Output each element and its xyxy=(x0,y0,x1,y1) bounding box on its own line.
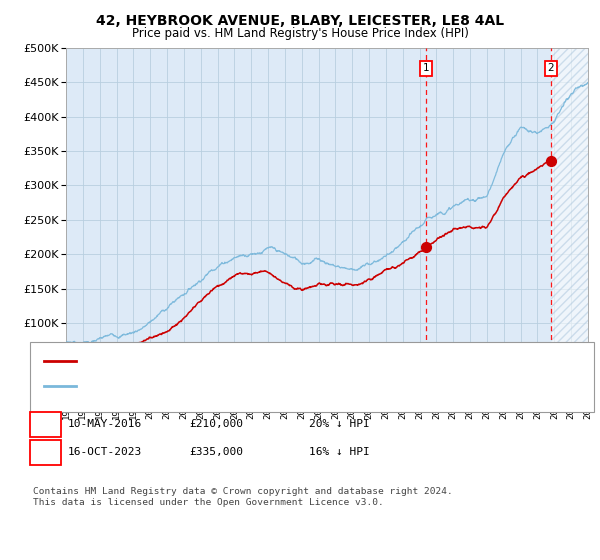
Text: Contains HM Land Registry data © Crown copyright and database right 2024.
This d: Contains HM Land Registry data © Crown c… xyxy=(33,487,453,507)
Text: 42, HEYBROOK AVENUE, BLABY, LEICESTER, LE8 4AL: 42, HEYBROOK AVENUE, BLABY, LEICESTER, L… xyxy=(96,14,504,28)
Point xyxy=(421,243,430,252)
Text: £210,000: £210,000 xyxy=(189,419,243,430)
Text: 42, HEYBROOK AVENUE, BLABY, LEICESTER, LE8 4AL (detached house): 42, HEYBROOK AVENUE, BLABY, LEICESTER, L… xyxy=(82,356,476,366)
Bar xyxy=(551,48,588,392)
Text: 20% ↓ HPI: 20% ↓ HPI xyxy=(309,419,370,430)
Text: 2: 2 xyxy=(42,447,49,458)
Text: 16% ↓ HPI: 16% ↓ HPI xyxy=(309,447,370,458)
Text: 1: 1 xyxy=(422,63,429,73)
Text: 2: 2 xyxy=(547,63,554,73)
Text: 10-MAY-2016: 10-MAY-2016 xyxy=(68,419,142,430)
Text: HPI: Average price, detached house, Blaby: HPI: Average price, detached house, Blab… xyxy=(82,381,338,391)
Point xyxy=(546,157,556,166)
Text: 16-OCT-2023: 16-OCT-2023 xyxy=(68,447,142,458)
Text: Price paid vs. HM Land Registry's House Price Index (HPI): Price paid vs. HM Land Registry's House … xyxy=(131,27,469,40)
Text: £335,000: £335,000 xyxy=(189,447,243,458)
Text: 1: 1 xyxy=(42,419,49,430)
